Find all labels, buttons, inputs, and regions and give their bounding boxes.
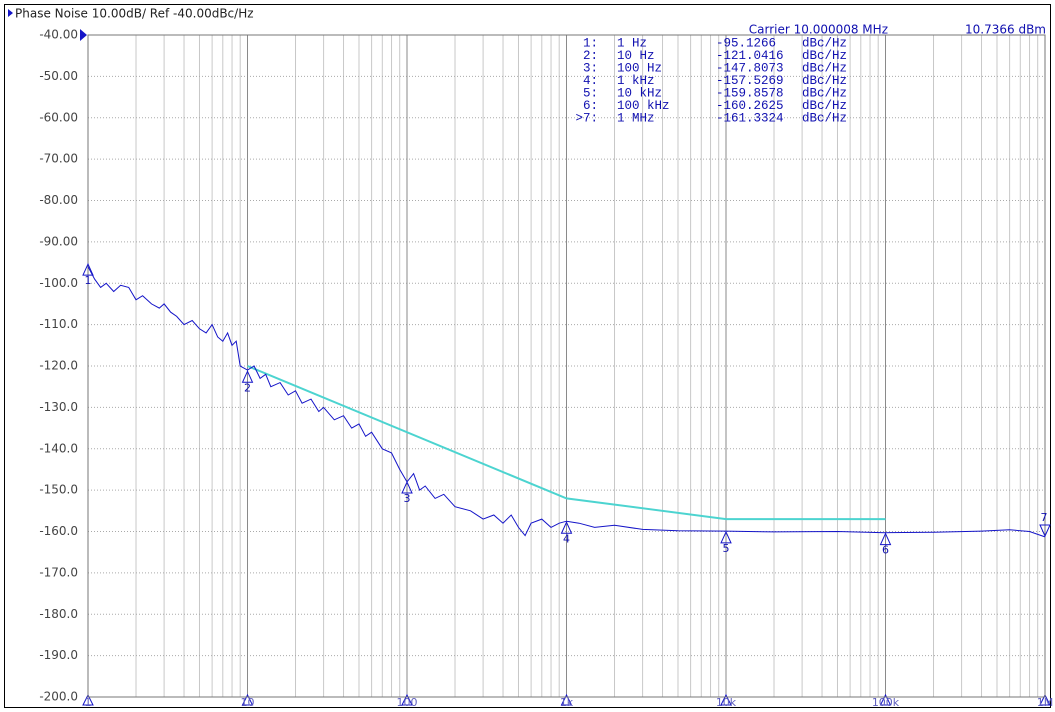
y-tick-label: -130.0 bbox=[39, 400, 78, 414]
marker-value: -121.0416 bbox=[716, 49, 784, 63]
y-tick-label: -190.0 bbox=[39, 648, 78, 662]
marker bbox=[1039, 524, 1051, 538]
marker bbox=[401, 480, 413, 494]
marker-label: 4: bbox=[583, 74, 598, 88]
y-tick-label: -180.0 bbox=[39, 607, 78, 621]
y-tick-label: -50.00 bbox=[39, 69, 78, 83]
marker-freq: 100 Hz bbox=[617, 61, 662, 75]
marker-value: -159.8578 bbox=[716, 86, 784, 100]
marker-freq: 10 kHz bbox=[617, 86, 662, 100]
marker-id: 4 bbox=[563, 532, 570, 545]
marker-value: -95.1266 bbox=[716, 36, 776, 50]
x-tick-mark bbox=[241, 693, 254, 706]
chart-title: Phase Noise 10.00dB/ Ref -40.00dBc/Hz bbox=[15, 7, 254, 21]
marker bbox=[82, 262, 94, 276]
x-tick-mark bbox=[720, 693, 732, 706]
marker-id: 2 bbox=[244, 381, 251, 394]
y-tick-label: -100.0 bbox=[39, 276, 78, 290]
marker-unit: dBc/Hz bbox=[802, 74, 847, 88]
y-tick-label: -160.0 bbox=[39, 524, 78, 538]
marker bbox=[560, 521, 573, 534]
marker-unit: dBc/Hz bbox=[802, 86, 847, 100]
x-tick-label: 1 bbox=[85, 696, 92, 709]
carrier: Carrier 10.000008 MHz bbox=[749, 23, 888, 37]
marker bbox=[879, 532, 892, 546]
marker-unit: dBc/Hz bbox=[802, 49, 847, 63]
x-tick-mark bbox=[879, 693, 892, 706]
marker-freq: 1 Hz bbox=[617, 36, 647, 50]
marker-unit: dBc/Hz bbox=[802, 36, 847, 50]
y-tick-label: -200.0 bbox=[39, 690, 78, 704]
plot-border bbox=[87, 34, 1046, 698]
marker-value: -160.2625 bbox=[716, 99, 784, 113]
trace bbox=[247, 365, 886, 521]
marker-value: -157.5269 bbox=[716, 74, 784, 88]
marker-freq: 10 Hz bbox=[617, 49, 655, 63]
x-tick-mark bbox=[401, 693, 413, 706]
marker-label: 3: bbox=[583, 61, 598, 75]
x-tick-mark bbox=[82, 693, 94, 706]
marker-label: 5: bbox=[583, 86, 598, 100]
marker-label: 6: bbox=[583, 99, 598, 113]
y-tick-label: -70.00 bbox=[39, 152, 78, 166]
y-tick-label: -90.00 bbox=[39, 234, 78, 248]
trace bbox=[87, 266, 1046, 538]
marker bbox=[241, 370, 254, 383]
marker bbox=[720, 530, 732, 544]
x-tick-mark bbox=[1039, 693, 1051, 706]
marker-id: 3 bbox=[404, 492, 411, 505]
marker-id: 6 bbox=[882, 544, 889, 557]
marker-unit: dBc/Hz bbox=[802, 111, 847, 125]
x-tick-mark bbox=[560, 693, 573, 706]
marker-value: -147.8073 bbox=[716, 61, 784, 75]
y-tick-label: -120.0 bbox=[39, 359, 78, 373]
marker-label: 2: bbox=[583, 49, 598, 63]
power: 10.7366 dBm bbox=[965, 23, 1046, 37]
x-tick-label: 100 bbox=[397, 696, 418, 709]
marker-id: 1 bbox=[85, 274, 92, 287]
marker-freq: 100 kHz bbox=[617, 99, 670, 113]
x-tick-label: 1M bbox=[1037, 696, 1054, 709]
y-tick-label: -60.00 bbox=[39, 110, 78, 124]
y-tick-label: -170.0 bbox=[39, 565, 78, 579]
marker-id: 7 bbox=[1041, 511, 1048, 524]
title-icon bbox=[8, 9, 13, 17]
marker-value: -161.3324 bbox=[716, 111, 784, 125]
y-tick-label: -40.00 bbox=[39, 28, 78, 42]
ref-icon bbox=[80, 29, 87, 41]
x-tick-label: 1k bbox=[560, 696, 574, 709]
marker-id: 5 bbox=[723, 542, 730, 555]
marker-freq: 1 MHz bbox=[617, 111, 655, 125]
marker-label: 1: bbox=[583, 36, 598, 50]
y-tick-label: -110.0 bbox=[39, 317, 78, 331]
y-tick-label: -140.0 bbox=[39, 441, 78, 455]
x-tick-label: 10 bbox=[241, 696, 255, 709]
marker-unit: dBc/Hz bbox=[802, 61, 847, 75]
marker-freq: 1 kHz bbox=[617, 74, 655, 88]
frame bbox=[4, 4, 1051, 708]
x-tick-label: 10k bbox=[716, 696, 737, 709]
y-tick-label: -150.0 bbox=[39, 483, 78, 497]
marker-unit: dBc/Hz bbox=[802, 99, 847, 113]
y-tick-label: -80.00 bbox=[39, 193, 78, 207]
x-tick-label: 100k bbox=[872, 696, 900, 709]
marker-label: >7: bbox=[575, 111, 598, 125]
